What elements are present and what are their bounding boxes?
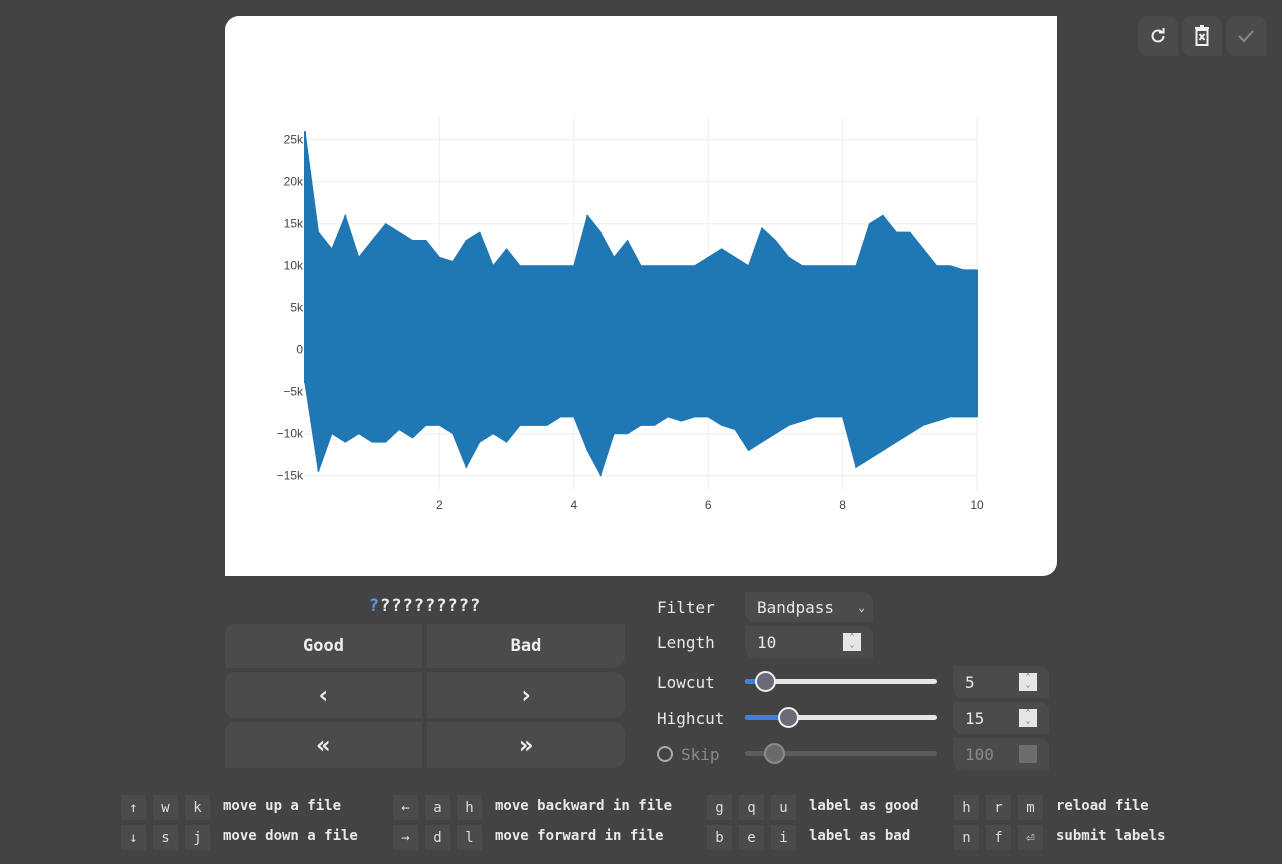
file-label-7[interactable]: ? (447, 596, 459, 616)
shortcut-key: d (425, 825, 450, 850)
y-tick-label: −15k (277, 469, 304, 483)
file-label-3[interactable]: ? (402, 596, 414, 616)
waveform-chart[interactable]: 2 4 6 8 10 25k 20k 15k 10k 5k 0 −5k −10k −15k (225, 16, 1057, 576)
next-button[interactable]: › (427, 672, 625, 718)
y-tick-label: 25k (284, 133, 304, 147)
shortcut-key: g (707, 795, 732, 820)
file-label-0[interactable]: ? (368, 596, 380, 616)
shortcut-description: reload file (1056, 798, 1149, 814)
check-icon (1238, 30, 1254, 43)
skip-toggle[interactable] (657, 746, 673, 762)
shortcut-key: k (185, 795, 210, 820)
file-label-9[interactable]: ? (470, 596, 482, 616)
good-button[interactable]: Good (225, 624, 422, 668)
shortcut-key: h (954, 795, 979, 820)
file-label-8[interactable]: ? (458, 596, 470, 616)
x-tick-label: 10 (970, 498, 984, 512)
delete-button[interactable] (1182, 16, 1222, 56)
file-label-4[interactable]: ? (413, 596, 425, 616)
next-file-button[interactable]: » (427, 722, 625, 768)
shortcut-key: n (954, 825, 979, 850)
bad-button[interactable]: Bad (427, 624, 625, 668)
refresh-icon (1151, 28, 1165, 43)
lowcut-label: Lowcut (657, 673, 715, 692)
skip-value: 100 (965, 744, 994, 764)
file-label-6[interactable]: ? (436, 596, 448, 616)
skip-stepper[interactable] (1019, 745, 1037, 763)
shortcut-description: submit labels (1056, 828, 1166, 844)
lowcut-slider[interactable] (745, 671, 937, 692)
shortcut-key: s (153, 825, 178, 850)
file-label-2[interactable]: ? (391, 596, 403, 616)
highcut-value: 15 (965, 708, 985, 728)
highcut-stepper[interactable]: ⌃ ⌄ (1019, 709, 1037, 727)
filter-select[interactable]: Bandpass ⌄ (745, 592, 873, 622)
y-tick-label: 0 (296, 343, 303, 357)
shortcut-key: ← (393, 795, 418, 820)
shortcut-description: move down a file (223, 828, 358, 844)
filter-label: Filter (657, 598, 715, 617)
shortcut-key: f (986, 825, 1011, 850)
shortcut-key: ⏎ (1018, 825, 1043, 850)
y-tick-label: 20k (284, 175, 304, 189)
length-input[interactable]: 10 ⌃ ⌄ (745, 626, 873, 658)
shortcut-description: move up a file (223, 798, 342, 814)
y-tick-label: 5k (290, 301, 304, 315)
shortcut-key: → (393, 825, 418, 850)
skip-input[interactable]: 100 (953, 738, 1049, 770)
length-value: 10 (757, 632, 777, 652)
shortcut-key: i (771, 825, 796, 850)
shortcut-key: a (425, 795, 450, 820)
shortcut-key: q (739, 795, 764, 820)
shortcut-description: move backward in file (495, 798, 673, 814)
shortcut-key: ↑ (121, 795, 146, 820)
waveform-plot[interactable]: 2 4 6 8 10 25k 20k 15k 10k 5k 0 −5k −10k −15k (225, 16, 1057, 576)
submit-button[interactable] (1226, 16, 1266, 56)
x-tick-label: 4 (570, 498, 577, 512)
shortcut-key: r (986, 795, 1011, 820)
shortcut-key: ↓ (121, 825, 146, 850)
lowcut-value: 5 (965, 672, 975, 692)
skip-label: Skip (681, 745, 720, 764)
length-stepper[interactable]: ⌃ ⌄ (843, 633, 861, 651)
x-tick-label: 6 (705, 498, 712, 512)
x-tick-label: 2 (436, 498, 443, 512)
skip-slider[interactable] (745, 743, 937, 764)
length-label: Length (657, 633, 715, 652)
shortcut-key: j (185, 825, 210, 850)
prev-button[interactable]: ‹ (225, 672, 422, 718)
shortcut-key: w (153, 795, 178, 820)
file-label-1[interactable]: ? (380, 596, 392, 616)
file-label-5[interactable]: ? (425, 596, 437, 616)
y-tick-label: 10k (284, 259, 304, 273)
shortcut-key: m (1018, 795, 1043, 820)
reload-button[interactable] (1138, 16, 1178, 56)
highcut-input[interactable]: 15 ⌃ ⌄ (953, 702, 1049, 734)
shortcut-key: l (457, 825, 482, 850)
x-tick-label: 8 (839, 498, 846, 512)
lowcut-input[interactable]: 5 ⌃ ⌄ (953, 666, 1049, 698)
y-tick-label: 15k (284, 217, 304, 231)
prev-file-button[interactable]: « (225, 722, 422, 768)
skip-slider-handle[interactable] (764, 743, 786, 764)
highcut-slider-handle[interactable] (777, 707, 799, 728)
lowcut-slider-handle[interactable] (754, 671, 776, 692)
highcut-slider[interactable] (745, 707, 937, 728)
shortcut-key: b (707, 825, 732, 850)
shortcut-description: move forward in file (495, 828, 664, 844)
highcut-label: Highcut (657, 709, 725, 728)
lowcut-stepper[interactable]: ⌃ ⌄ (1019, 673, 1037, 691)
y-tick-label: −5k (283, 385, 304, 399)
label-sequence: ?????????? (225, 596, 625, 616)
shortcut-key: u (771, 795, 796, 820)
shortcut-key: h (457, 795, 482, 820)
filter-value: Bandpass (757, 597, 835, 617)
chevron-down-icon: ⌄ (858, 600, 865, 614)
shortcut-description: label as bad (809, 828, 911, 844)
shortcut-description: label as good (809, 798, 919, 814)
shortcut-key: e (739, 825, 764, 850)
trash-x-icon (1195, 25, 1209, 46)
y-tick-label: −10k (277, 427, 304, 441)
